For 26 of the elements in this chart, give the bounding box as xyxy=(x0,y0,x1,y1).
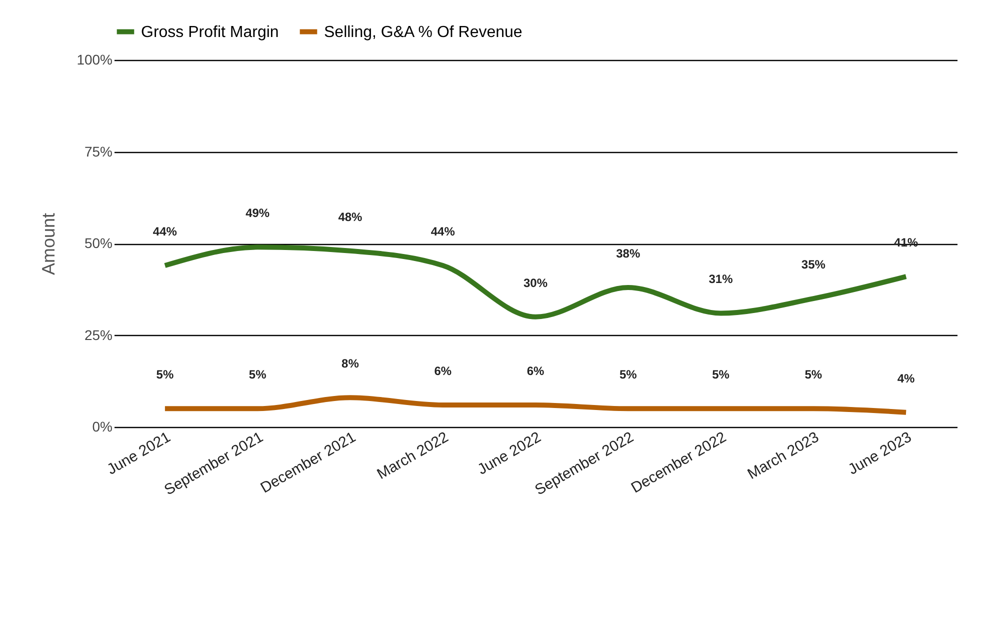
data-label: 5% xyxy=(156,368,174,382)
y-tick-label: 25% xyxy=(84,326,112,343)
data-label: 6% xyxy=(526,364,544,378)
data-label: 44% xyxy=(430,224,456,239)
data-label: 30% xyxy=(523,276,548,290)
legend-label: Selling, G&A % Of Revenue xyxy=(324,24,522,41)
data-label: 48% xyxy=(338,210,363,224)
y-tick-label: 50% xyxy=(84,235,112,251)
data-label: 5% xyxy=(804,368,822,382)
data-label: 38% xyxy=(616,246,640,261)
y-axis-title: Amount xyxy=(38,212,59,276)
data-label: 44% xyxy=(152,224,178,239)
data-label: 5% xyxy=(712,368,730,382)
data-label: 49% xyxy=(246,206,270,220)
data-label: 8% xyxy=(342,356,360,371)
data-label: 6% xyxy=(434,364,452,378)
x-tick-label: June 2023 xyxy=(845,428,915,478)
data-label: 5% xyxy=(619,368,638,382)
data-label: 5% xyxy=(248,368,267,382)
legend-label: Gross Profit Margin xyxy=(141,24,279,41)
data-label: 4% xyxy=(897,371,916,386)
data-label: 35% xyxy=(801,258,826,272)
y-tick-label: 100% xyxy=(76,52,112,68)
y-tick-label: 75% xyxy=(84,143,112,160)
y-tick-label: 0% xyxy=(92,418,112,434)
data-label: 31% xyxy=(708,272,734,286)
